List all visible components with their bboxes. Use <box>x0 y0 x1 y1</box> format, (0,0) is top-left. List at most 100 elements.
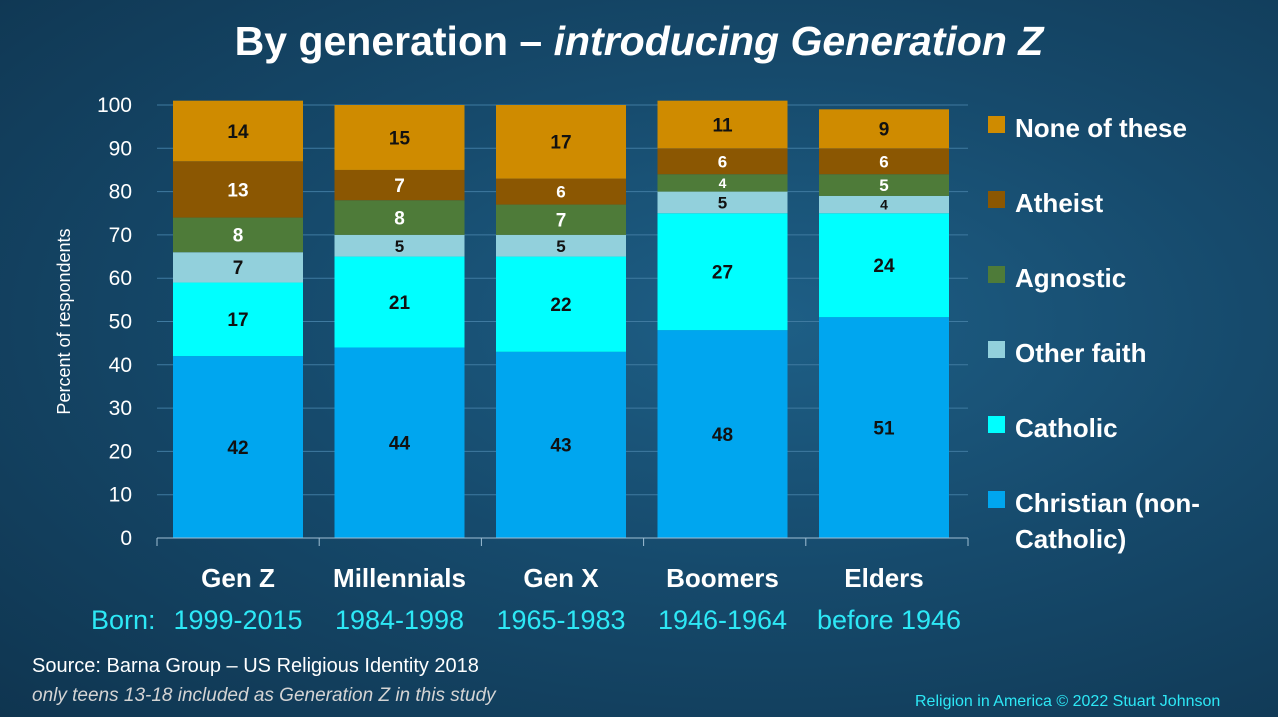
born-years-label: 1999-2015 <box>173 605 302 635</box>
data-label: 5 <box>395 237 404 256</box>
legend-label: Catholic <box>1015 413 1118 443</box>
bar-segment <box>819 213 949 318</box>
data-label: 9 <box>879 120 890 141</box>
study-note: only teens 13-18 included as Generation … <box>32 685 496 706</box>
legend-label: Agnostic <box>1015 263 1127 293</box>
legend-label: Christian (non-Catholic) <box>1015 488 1200 554</box>
bar-segment <box>334 105 465 170</box>
x-tick-label: Gen Z <box>201 563 275 593</box>
chart-title: By generation – introducing Generation Z <box>0 18 1278 65</box>
data-label: 4 <box>880 197 888 213</box>
bar-segment <box>334 256 465 348</box>
legend-item: Agnostic <box>988 260 1278 296</box>
data-label: 11 <box>712 115 733 136</box>
bar-segment <box>657 213 788 331</box>
x-tick-label: Boomers <box>666 563 779 593</box>
bar-segment <box>173 282 303 357</box>
data-label: 7 <box>394 176 405 197</box>
title-italic: introducing Generation Z <box>553 18 1044 64</box>
bar-segment <box>173 356 303 538</box>
y-tick-label: 50 <box>109 311 132 334</box>
data-label: 51 <box>873 418 895 439</box>
data-label: 8 <box>233 226 244 247</box>
legend-swatch <box>988 191 1005 208</box>
legend-item: None of these <box>988 110 1278 146</box>
bar-segment <box>334 234 465 257</box>
bar-segment <box>173 100 303 162</box>
y-tick-label: 60 <box>109 267 132 290</box>
data-label: 15 <box>389 128 411 149</box>
x-tick-label: Gen X <box>523 563 599 593</box>
data-label: 14 <box>227 122 249 143</box>
bar-segment <box>819 109 949 149</box>
y-tick-label: 100 <box>97 94 132 117</box>
data-label: 42 <box>227 438 248 459</box>
data-label: 6 <box>879 152 888 171</box>
x-tick-label: Elders <box>844 563 924 593</box>
bar-segment <box>334 200 465 235</box>
data-label: 48 <box>712 425 733 446</box>
bar-segment <box>334 169 465 201</box>
bar-segment <box>173 161 303 218</box>
data-label: 5 <box>718 194 727 213</box>
born-years-label: 1965-1983 <box>496 605 625 635</box>
bar-segment <box>657 330 788 538</box>
data-label: 5 <box>879 176 888 195</box>
data-label: 43 <box>550 436 571 457</box>
data-label: 13 <box>227 180 248 201</box>
y-tick-label: 0 <box>120 527 132 550</box>
y-tick-label: 70 <box>109 224 132 247</box>
bar-segment <box>496 234 626 257</box>
data-label: 4 <box>719 175 727 191</box>
title-plain: By generation – <box>234 18 554 64</box>
bar-segment <box>657 174 788 192</box>
legend-item: Christian (non-Catholic) <box>988 485 1278 557</box>
data-label: 44 <box>389 434 411 455</box>
data-label: 27 <box>712 263 733 284</box>
y-tick-label: 40 <box>109 354 132 377</box>
y-tick-label: 90 <box>109 137 132 160</box>
data-label: 5 <box>556 237 565 256</box>
data-label: 7 <box>233 258 244 279</box>
born-years-label: before 1946 <box>817 605 961 635</box>
legend-swatch <box>988 116 1005 133</box>
data-label: 22 <box>550 295 571 316</box>
legend-label: None of these <box>1015 113 1187 143</box>
legend-item: Atheist <box>988 185 1278 221</box>
data-label: 24 <box>873 256 895 277</box>
legend-label: Atheist <box>1015 188 1104 218</box>
bar-segment <box>334 347 465 538</box>
data-label: 21 <box>389 293 411 314</box>
legend-label: Other faith <box>1015 338 1147 368</box>
bar-segment <box>657 100 788 149</box>
bar-segment <box>496 178 626 205</box>
bar-segment <box>173 252 303 283</box>
y-tick-label: 80 <box>109 181 132 204</box>
bar-segment <box>496 105 626 179</box>
y-tick-label: 10 <box>109 484 132 507</box>
bar-segment <box>819 317 949 538</box>
legend-item: Other faith <box>988 335 1278 371</box>
bar-segment <box>173 217 303 253</box>
bar-segment <box>819 148 949 175</box>
bar-segment <box>819 195 949 214</box>
data-label: 8 <box>394 208 405 229</box>
bar-segment <box>496 256 626 352</box>
bar-segment <box>657 191 788 214</box>
data-label: 7 <box>556 211 567 232</box>
legend-swatch <box>988 491 1005 508</box>
bar-segment <box>657 148 788 175</box>
bar-segment <box>496 351 626 538</box>
born-years-label: 1984-1998 <box>335 605 464 635</box>
born-prefix-label: Born: <box>91 605 156 635</box>
born-years-label: 1946-1964 <box>658 605 787 635</box>
source-note: Source: Barna Group – US Religious Ident… <box>32 655 479 677</box>
legend-swatch <box>988 416 1005 433</box>
data-label: 6 <box>556 183 565 202</box>
y-axis-label: Percent of respondents <box>54 228 74 414</box>
x-tick-label: Millennials <box>333 563 466 593</box>
data-label: 6 <box>718 152 727 171</box>
bar-segment <box>819 174 949 196</box>
y-tick-label: 20 <box>109 440 132 463</box>
